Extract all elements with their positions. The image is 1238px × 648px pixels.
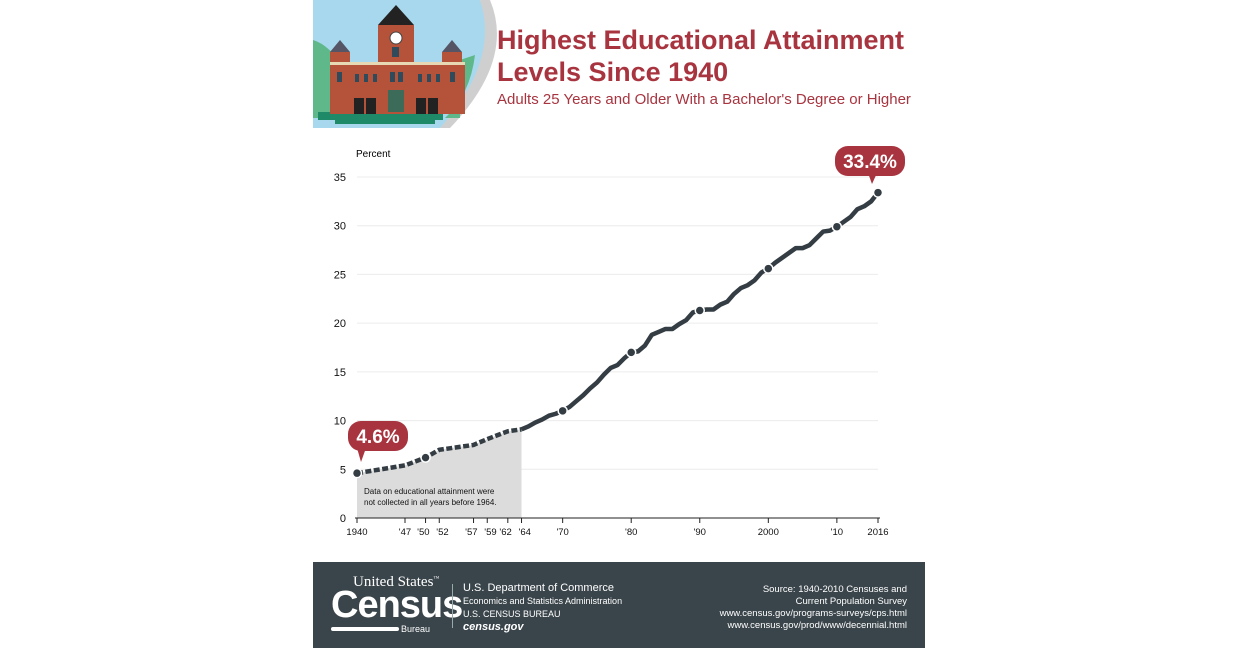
data-point bbox=[351, 467, 363, 479]
data-point bbox=[694, 305, 706, 316]
census-logo: United States™ bbox=[353, 571, 439, 590]
series-line-dashed bbox=[356, 427, 522, 476]
department-info: U.S. Department of Commerce Economics an… bbox=[463, 582, 622, 634]
logo-line1: United States bbox=[353, 574, 434, 590]
courthouse-illustration bbox=[313, 0, 497, 128]
y-tick-label: 15 bbox=[334, 367, 346, 379]
source-line: Source: 1940-2010 Censuses and bbox=[762, 584, 907, 595]
x-tick-label: '10 bbox=[831, 527, 843, 538]
y-tick-label: 10 bbox=[334, 416, 346, 428]
subtitle: Adults 25 Years and Older With a Bachelo… bbox=[497, 91, 911, 108]
data-point bbox=[763, 263, 774, 274]
start-value-callout-label: 4.6% bbox=[356, 427, 399, 448]
logo-census: Census bbox=[331, 584, 463, 626]
x-tick-label: 1940 bbox=[346, 527, 367, 538]
y-tick-label: 35 bbox=[334, 172, 346, 184]
x-tick-label: '52 bbox=[436, 527, 448, 538]
source-url[interactable]: www.census.gov/programs-surveys/cps.html bbox=[719, 608, 907, 619]
end-value-callout-pointer bbox=[868, 173, 877, 184]
y-tick-label: 0 bbox=[340, 513, 346, 525]
x-tick-label: '70 bbox=[556, 527, 568, 538]
end-value-callout-bubble bbox=[835, 146, 905, 176]
bureau-name: U.S. CENSUS BUREAU bbox=[463, 609, 561, 619]
divider bbox=[452, 584, 453, 628]
source-line: Current Population Survey bbox=[795, 596, 907, 607]
x-tick-label: '64 bbox=[519, 527, 531, 538]
x-tick-label: 2016 bbox=[867, 527, 888, 538]
website-link[interactable]: census.gov bbox=[463, 621, 524, 633]
data-point bbox=[557, 405, 568, 417]
title-line-2: Levels Since 1940 bbox=[497, 57, 729, 87]
page-title: Highest Educational Attainment Levels Si… bbox=[497, 24, 904, 88]
y-axis-label: Percent bbox=[356, 149, 391, 160]
x-tick-label: 2000 bbox=[758, 527, 779, 538]
logo-bar bbox=[331, 627, 399, 631]
data-point bbox=[420, 452, 431, 463]
x-tick-label: '59 bbox=[484, 527, 496, 538]
note-line: not collected in all years before 1964. bbox=[364, 498, 497, 507]
x-tick-label: '62 bbox=[499, 527, 511, 538]
dept-name: U.S. Department of Commerce bbox=[463, 582, 614, 594]
x-tick-label: '80 bbox=[625, 527, 637, 538]
y-tick-label: 30 bbox=[334, 221, 346, 233]
pre-1964-shaded-area bbox=[357, 429, 522, 518]
data-point bbox=[872, 187, 884, 198]
footer: United States™ Census Bureau U.S. Depart… bbox=[313, 562, 925, 648]
y-tick-label: 5 bbox=[340, 464, 346, 476]
admin-name: Economics and Statistics Administration bbox=[463, 596, 623, 606]
start-value-callout-bubble bbox=[348, 421, 408, 451]
x-tick-label: '47 bbox=[399, 527, 411, 538]
x-tick-label: '90 bbox=[694, 527, 706, 538]
start-value-callout-pointer bbox=[357, 448, 366, 462]
x-tick-label: '57 bbox=[465, 527, 477, 538]
note-line: Data on educational attainment were bbox=[364, 487, 495, 496]
data-point bbox=[625, 347, 637, 358]
logo-bureau: Bureau bbox=[401, 624, 431, 634]
source-url[interactable]: www.census.gov/prod/www/decennial.html bbox=[727, 620, 907, 631]
y-tick-label: 20 bbox=[334, 318, 346, 330]
logo-tm: ™ bbox=[433, 576, 440, 582]
data-note: Data on educational attainment were not … bbox=[364, 486, 497, 508]
source-info: Source: 1940-2010 Censuses and Current P… bbox=[720, 584, 907, 632]
y-tick-label: 25 bbox=[334, 269, 346, 281]
x-tick-label: '50 bbox=[417, 527, 429, 538]
data-point bbox=[831, 221, 843, 232]
end-value-callout-label: 33.4% bbox=[843, 152, 897, 173]
title-line-1: Highest Educational Attainment bbox=[497, 25, 905, 55]
